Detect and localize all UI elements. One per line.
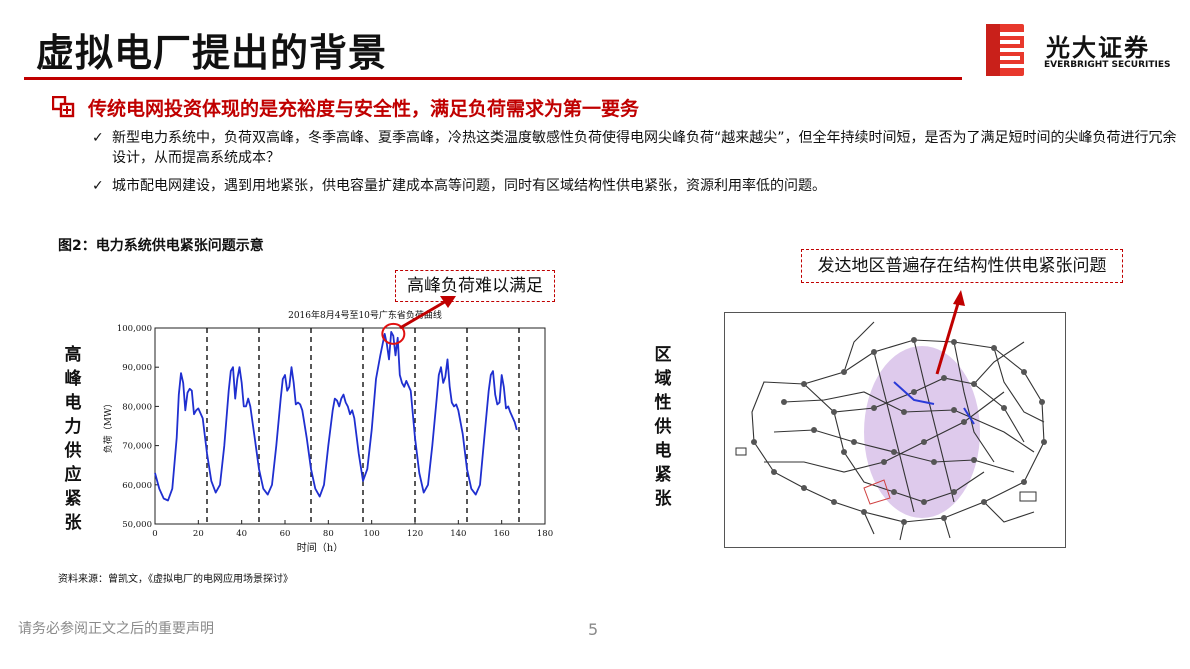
load-series-line [154, 330, 518, 502]
x-axis-label: 时间（h） [297, 541, 343, 554]
title-underline [24, 77, 962, 80]
y-tick-label: 80,000 [122, 402, 152, 412]
x-tick-label: 20 [193, 529, 204, 539]
callout-structural-shortage: 发达地区普遍存在结构性供电紧张问题 [801, 249, 1123, 283]
check-icon: ✓ [92, 130, 104, 146]
load-curve-chart: 2016年8月4号至10号广东省负荷曲线 50,000 60,000 70,000 80… [102, 309, 553, 554]
y-tick-label: 60,000 [122, 481, 152, 491]
grid-network-map [724, 312, 1066, 548]
logo-text-cn: 光大证券 [1046, 34, 1150, 62]
x-tick-label: 0 [152, 529, 157, 539]
y-tick-label: 70,000 [122, 442, 152, 452]
y-tick-label: 100,000 [117, 324, 152, 334]
x-tick-label: 180 [537, 529, 553, 539]
peak-highlight-circle [381, 322, 406, 345]
check-icon: ✓ [92, 178, 104, 194]
bullet-text: 城市配电网建设，遇到用地紧张，供电容量扩建成本高等问题，同时有区域结构性供电紧张… [112, 178, 826, 194]
figure-source: 资料来源：曾凯文，《虚拟电厂的电网应用场景探讨》 [58, 574, 293, 585]
arrow-to-region-icon [935, 290, 965, 375]
x-tick-label: 100 [364, 529, 380, 539]
y-tick-label: 50,000 [122, 520, 152, 530]
figure-caption: 图2：电力系统供电紧张问题示意 [58, 238, 264, 254]
callout-peak-load: 高峰负荷难以满足 [395, 270, 555, 302]
x-tick-label: 60 [280, 529, 291, 539]
section-bullet-icon [52, 96, 75, 118]
x-tick-label: 120 [407, 529, 423, 539]
section-heading: 传统电网投资体现的是充裕度与安全性，满足负荷需求为第一要务 [88, 98, 640, 120]
x-tick-label: 80 [323, 529, 334, 539]
bullet-text: 新型电力系统中，负荷双高峰，冬季高峰、夏季高峰，冷热这类温度敏感性负荷使得电网尖… [112, 130, 1177, 166]
logo-text-en: EVERBRIGHT SECURITIES [1044, 60, 1171, 70]
y-tick-label: 90,000 [122, 363, 152, 373]
page-title: 虚拟电厂提出的背景 [36, 31, 388, 75]
x-tick-label: 160 [494, 529, 510, 539]
y-axis-label: 负荷（MW） [102, 399, 114, 453]
page-number: 5 [588, 620, 599, 639]
footer-disclaimer: 请务必参阅正文之后的重要声明 [18, 621, 214, 637]
x-tick-label: 40 [236, 529, 247, 539]
bullet-item: ✓ 新型电力系统中，负荷双高峰，冬季高峰、夏季高峰，冷热这类温度敏感性负荷使得电… [92, 128, 1182, 168]
vertical-label-regional: 区域性供电紧张 [654, 345, 672, 509]
arrow-to-peak-icon [399, 296, 456, 330]
vertical-label-peak: 高峰电力供应紧张 [64, 345, 82, 533]
x-tick-label: 140 [450, 529, 466, 539]
everbright-logo-icon [986, 24, 1024, 76]
chart-frame [154, 327, 546, 525]
chart-title: 2016年8月4号至10号广东省负荷曲线 [288, 309, 442, 321]
bullet-item: ✓ 城市配电网建设，遇到用地紧张，供电容量扩建成本高等问题，同时有区域结构性供电… [92, 176, 1182, 196]
